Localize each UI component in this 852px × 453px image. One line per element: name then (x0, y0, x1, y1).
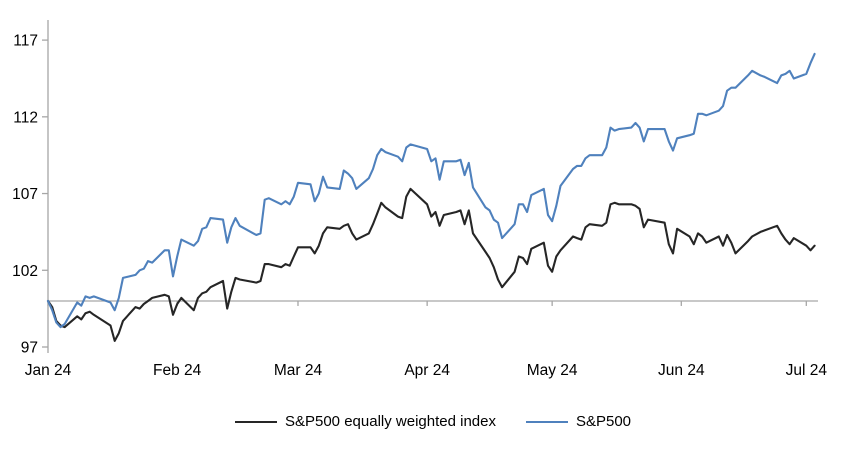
legend-item-sp500-equal-weight: S&P500 equally weighted index (234, 413, 496, 431)
y-tick-label: 97 (21, 340, 38, 357)
sp500-line (46, 52, 816, 329)
y-tick-label: 102 (12, 263, 38, 280)
sp500-equal-weight-line (46, 187, 816, 342)
plot-area: 97 102 107 112 117 Jan 24 Feb 24 Mar 24 Apr 24 Ma… (12, 20, 828, 379)
x-tick-label: Mar 24 (274, 362, 323, 379)
legend-item-sp500: S&P500 (525, 413, 632, 431)
x-tick-label: Jul 24 (786, 362, 828, 379)
legend-swatch-sp500-equal-weight (234, 421, 277, 423)
legend-label-sp500-equal-weight: S&P500 equally weighted index (284, 413, 496, 430)
x-tick-label: Feb 24 (153, 362, 202, 379)
legend: S&P500 equally weighted index S&P500 (48, 412, 818, 432)
legend-swatch-sp500 (525, 421, 568, 423)
x-tick-label: Jan 24 (25, 362, 72, 379)
legend-label-sp500: S&P500 (575, 413, 632, 430)
x-tick-label: Apr 24 (404, 362, 450, 379)
y-tick-label: 117 (13, 33, 38, 50)
x-tick-label: Jun 24 (658, 362, 705, 379)
y-tick-label: 107 (12, 186, 38, 203)
x-tick-label: May 24 (527, 362, 578, 379)
y-tick-label: 112 (13, 109, 38, 126)
